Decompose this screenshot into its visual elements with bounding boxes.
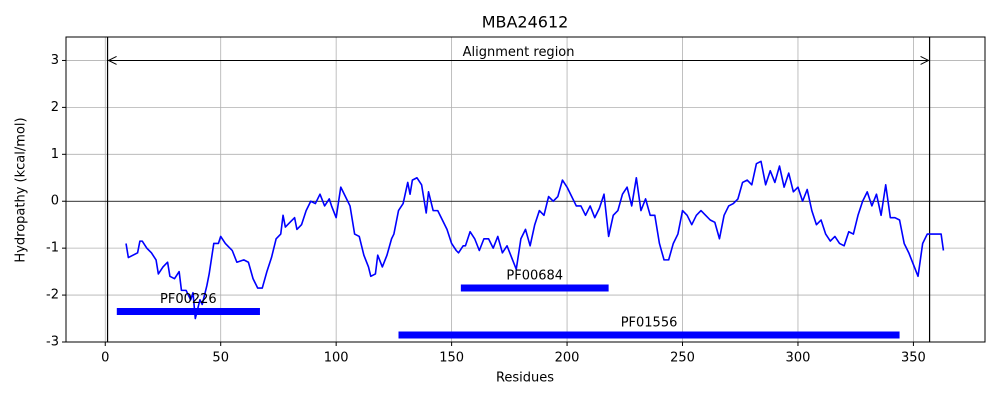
plot-frame <box>65 36 986 343</box>
alignment-label: Alignment region <box>463 45 575 60</box>
y-tick-label: 2 <box>51 100 59 115</box>
domain-label: PF00226 <box>160 292 217 307</box>
x-tick-label: 100 <box>324 351 349 366</box>
chart-title: MBA24612 <box>482 13 569 32</box>
x-tick-label: 350 <box>901 351 926 366</box>
domain-label: PF00684 <box>506 269 563 284</box>
x-tick-label: 0 <box>101 351 109 366</box>
y-tick-label: 3 <box>51 53 59 68</box>
x-tick-label: 300 <box>786 351 811 366</box>
x-tick-label: 250 <box>670 351 695 366</box>
x-tick-label: 50 <box>212 351 229 366</box>
x-axis-label: Residues <box>496 371 554 386</box>
x-tick-label: 200 <box>555 351 580 366</box>
y-axis-label: Hydropathy (kcal/mol) <box>14 117 29 262</box>
x-tick-label: 150 <box>439 351 464 366</box>
domain-label: PF01556 <box>621 315 678 330</box>
y-tick-label: 1 <box>51 147 59 162</box>
y-tick-label: -1 <box>46 241 59 256</box>
data-line <box>125 160 945 320</box>
y-tick-label: -3 <box>46 335 59 350</box>
y-tick-label: 0 <box>51 194 59 209</box>
y-tick-label: -2 <box>46 288 59 303</box>
